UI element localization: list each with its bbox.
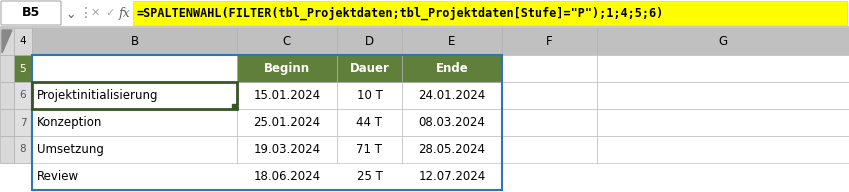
Bar [402,28,502,55]
Bar [14,55,32,82]
Text: 15.01.2024: 15.01.2024 [254,89,321,102]
Bar [402,55,502,82]
Bar [402,55,502,82]
Bar [14,109,32,136]
Text: Umsetzung: Umsetzung [37,143,104,156]
Text: F: F [546,35,553,48]
Bar [502,28,597,55]
Bar [0,0,849,26]
Text: G: G [718,35,728,48]
Text: Dauer: Dauer [350,62,390,75]
Text: =SPALTENWAHL(FILTER(tbl_Projektdaten;tbl_Projektdaten[Stufe]="P");1;4;5;6): =SPALTENWAHL(FILTER(tbl_Projektdaten;tbl… [137,6,664,20]
Bar [502,136,597,163]
Bar [232,104,237,109]
Text: 12.07.2024: 12.07.2024 [419,170,486,183]
Bar [0,163,849,192]
Bar [237,28,337,55]
Text: ⌄: ⌄ [65,7,76,21]
Bar [237,82,337,109]
Bar [337,55,402,82]
Bar [32,28,237,55]
Bar [502,55,597,82]
Bar [337,136,402,163]
Bar [402,136,502,163]
Text: 18.06.2024: 18.06.2024 [254,170,321,183]
Bar [0,28,14,55]
Bar [337,28,402,55]
Text: Konzeption: Konzeption [37,116,103,129]
Text: 5: 5 [20,64,26,74]
Text: 10 T: 10 T [357,89,382,102]
Bar [32,82,237,109]
Text: D: D [365,35,374,48]
Bar [14,82,32,109]
Bar [32,55,237,82]
Bar [502,109,597,136]
Bar [597,82,849,109]
Bar [14,136,32,163]
Text: B: B [131,35,138,48]
Bar [402,82,502,109]
Bar [237,109,337,136]
Bar [133,1,847,25]
Text: Projektinitialisierung: Projektinitialisierung [37,89,159,102]
Bar [402,109,502,136]
Text: 4: 4 [20,36,26,46]
Bar [337,82,402,109]
Text: fx: fx [119,7,131,20]
FancyBboxPatch shape [1,1,61,25]
Text: 6: 6 [20,90,26,100]
Bar [0,55,14,82]
Text: 71 T: 71 T [357,143,383,156]
Bar [0,26,849,27]
Text: Review: Review [37,170,79,183]
Bar [597,109,849,136]
Bar [337,55,402,82]
Polygon shape [2,30,12,53]
Text: ⋮: ⋮ [79,6,93,20]
Bar [0,82,14,109]
Bar [597,136,849,163]
Text: 25.01.2024: 25.01.2024 [254,116,321,129]
Text: 19.03.2024: 19.03.2024 [254,143,321,156]
Bar [0,109,14,136]
Bar [337,109,402,136]
Text: C: C [283,35,291,48]
Bar [502,82,597,109]
Text: 24.01.2024: 24.01.2024 [419,89,486,102]
Bar [237,55,337,82]
Bar [0,136,14,163]
Bar [597,28,849,55]
Text: 25 T: 25 T [357,170,382,183]
Bar [14,28,32,55]
Bar [32,82,237,109]
Text: ✓: ✓ [105,8,115,18]
Text: 08.03.2024: 08.03.2024 [419,116,486,129]
Bar [32,55,502,190]
Text: Beginn: Beginn [264,62,310,75]
Bar [32,109,237,136]
Text: 7: 7 [20,118,26,127]
Text: B5: B5 [22,7,40,20]
Text: 44 T: 44 T [357,116,383,129]
Bar [237,136,337,163]
Text: Ende: Ende [436,62,469,75]
Bar [32,136,237,163]
Text: 8: 8 [20,145,26,155]
Text: 28.05.2024: 28.05.2024 [419,143,486,156]
Bar [237,55,337,82]
Bar [597,55,849,82]
Text: ✕: ✕ [91,8,100,18]
Text: E: E [448,35,456,48]
